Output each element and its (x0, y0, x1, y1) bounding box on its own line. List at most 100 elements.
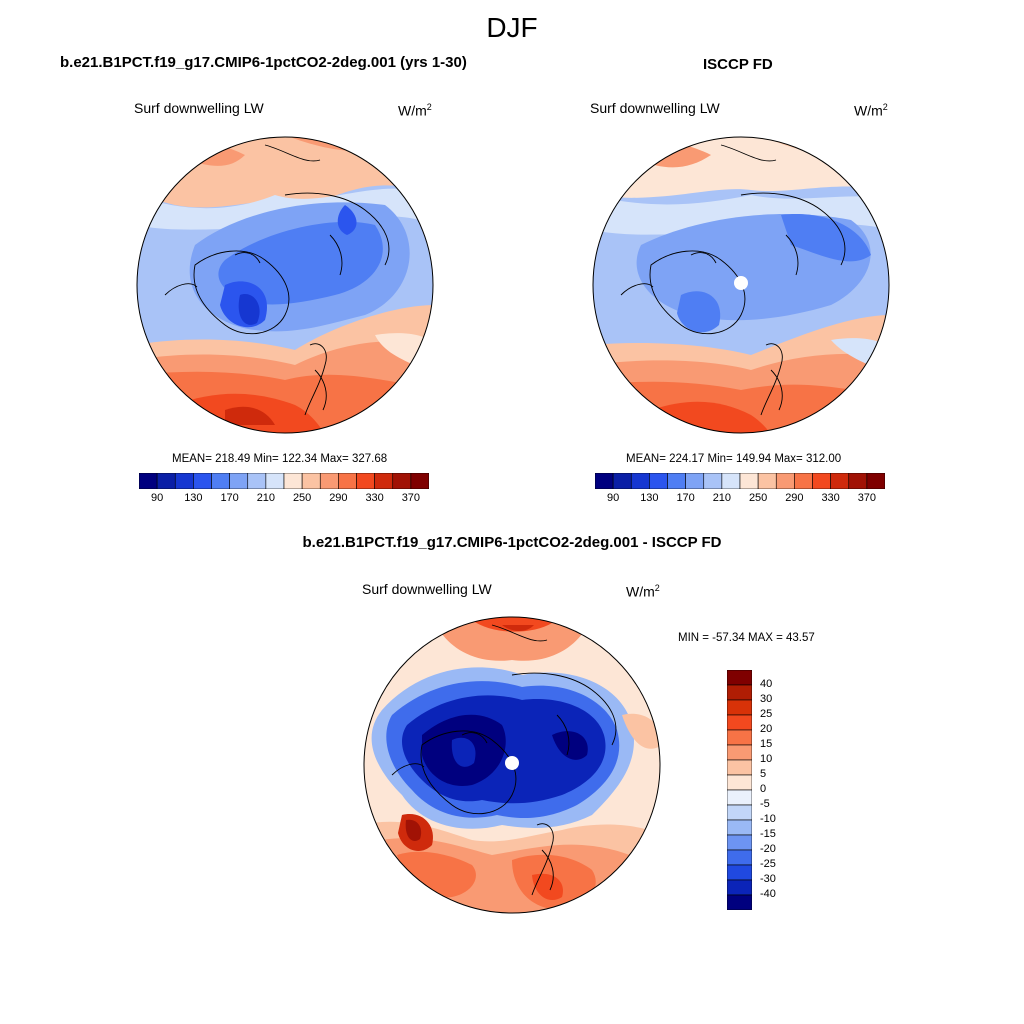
colorbar-swatch (727, 729, 752, 746)
colorbar-swatch (356, 473, 375, 489)
colorbar-swatch (727, 684, 752, 701)
colorbar-swatch (174, 473, 194, 489)
panel-obs-variable: Surf downwelling LW (590, 100, 720, 116)
panel-diff-variable: Surf downwelling LW (362, 581, 492, 597)
colorbar-tick-label: -5 (760, 798, 770, 810)
colorbar-swatch (757, 473, 777, 489)
colorbar-swatch (265, 473, 285, 489)
colorbar-swatch (392, 473, 412, 489)
colorbar-swatch (630, 473, 650, 489)
colorbar-swatch (338, 473, 357, 489)
panel-model-title: b.e21.B1PCT.f19_g17.CMIP6-1pctCO2-2deg.0… (60, 54, 467, 71)
panel-diff-stats: MIN = -57.34 MAX = 43.57 (678, 632, 815, 644)
colorbar-tick-label: 10 (760, 753, 773, 765)
colorbar-swatch (727, 849, 752, 866)
colorbar-swatch (727, 834, 752, 851)
colorbar-tick-label: 15 (760, 738, 773, 750)
colorbar-tick-label: -30 (760, 873, 776, 885)
panel-model-variable: Surf downwelling LW (134, 100, 264, 116)
colorbar-tick-label: 330 (821, 492, 840, 504)
colorbar-tick-label: 210 (712, 492, 732, 504)
colorbar-tick-label: 5 (760, 768, 767, 780)
pole-mask (734, 276, 748, 290)
panel-model-stats: MEAN= 218.49 Min= 122.34 Max= 327.68 (172, 453, 388, 465)
colorbar-tick-label: 90 (607, 492, 620, 504)
panel-obs-field (593, 137, 889, 433)
colorbar-swatch (685, 473, 705, 489)
colorbar-tick-label: 25 (760, 708, 773, 720)
colorbar-tick-label: -15 (760, 828, 776, 840)
colorbar-tick-label: 330 (365, 492, 384, 504)
colorbar-tick-label: 40 (760, 678, 773, 690)
colorbar-swatch (229, 473, 249, 489)
colorbar-swatch (727, 879, 752, 896)
colorbar-tick-label: 250 (748, 492, 768, 504)
colorbar-swatch (612, 473, 632, 489)
colorbar-swatch (247, 473, 267, 489)
panel-model-units: W/m2 (398, 102, 432, 119)
colorbar-tick-label: -20 (760, 843, 776, 855)
colorbar-swatch (301, 473, 321, 489)
colorbar-swatch (866, 473, 885, 489)
panel-diff-units: W/m2 (626, 583, 660, 600)
colorbar-swatch (667, 473, 686, 489)
colorbar-tick-label: 370 (401, 492, 421, 504)
season-title: DJF (486, 12, 538, 43)
colorbar-tick-label: -10 (760, 813, 776, 825)
colorbar-swatch (283, 473, 303, 489)
colorbar-tick-label: 210 (256, 492, 276, 504)
colorbar-swatch (727, 819, 752, 836)
colorbar-swatch (595, 473, 614, 489)
colorbar-swatch (739, 473, 759, 489)
panel-diff-colorbar (727, 670, 752, 910)
colorbar-swatch (156, 473, 176, 489)
colorbar-swatch (727, 864, 752, 881)
colorbar-swatch (727, 894, 752, 910)
panel-obs-colorbar (595, 473, 885, 489)
panel-diff-title: b.e21.B1PCT.f19_g17.CMIP6-1pctCO2-2deg.0… (302, 534, 722, 551)
colorbar-swatch (649, 473, 668, 489)
colorbar-swatch (727, 759, 752, 776)
panel-obs-colorbar-labels: 90 130 170 210 250 290 330 370 (595, 492, 885, 508)
panel-model-colorbar (139, 473, 429, 489)
pole-mask (505, 756, 519, 770)
colorbar-tick-label: 30 (760, 693, 773, 705)
colorbar-swatch (727, 774, 752, 791)
colorbar-swatch (794, 473, 813, 489)
colorbar-tick-label: 0 (760, 783, 767, 795)
colorbar-swatch (703, 473, 723, 489)
colorbar-tick-label: 130 (640, 492, 659, 504)
colorbar-swatch (775, 473, 795, 489)
colorbar-swatch (727, 670, 752, 686)
colorbar-swatch (727, 714, 752, 731)
colorbar-swatch (727, 744, 752, 761)
panel-obs-stats: MEAN= 224.17 Min= 149.94 Max= 312.00 (626, 453, 842, 465)
colorbar-swatch (830, 473, 850, 489)
panel-obs-units: W/m2 (854, 102, 888, 119)
colorbar-tick-label: 90 (151, 492, 164, 504)
colorbar-swatch (374, 473, 394, 489)
panel-obs-polar-map (592, 136, 890, 434)
colorbar-tick-label: 250 (292, 492, 312, 504)
colorbar-tick-label: 170 (220, 492, 239, 504)
colorbar-tick-label: 170 (676, 492, 695, 504)
colorbar-swatch (139, 473, 158, 489)
colorbar-swatch (721, 473, 741, 489)
colorbar-tick-label: 130 (184, 492, 203, 504)
colorbar-tick-label: 290 (329, 492, 348, 504)
colorbar-tick-label: -40 (760, 888, 776, 900)
colorbar-tick-label: 370 (857, 492, 877, 504)
colorbar-swatch (812, 473, 831, 489)
panel-diff-polar-map (363, 616, 661, 914)
panel-diff-colorbar-labels: 40 30 25 20 15 10 5 0 -5 -10 -15 -20 -25 -30 -40 (760, 670, 800, 910)
panel-obs-title: ISCCP FD (703, 56, 773, 73)
colorbar-swatch (727, 804, 752, 821)
colorbar-swatch (727, 789, 752, 806)
panel-model-colorbar-labels: 90 130 170 210 250 290 330 370 (139, 492, 429, 508)
colorbar-tick-label: 290 (785, 492, 804, 504)
colorbar-swatch (848, 473, 868, 489)
colorbar-swatch (319, 473, 339, 489)
colorbar-swatch (193, 473, 212, 489)
colorbar-tick-label: 20 (760, 723, 773, 735)
colorbar-swatch (727, 699, 752, 716)
